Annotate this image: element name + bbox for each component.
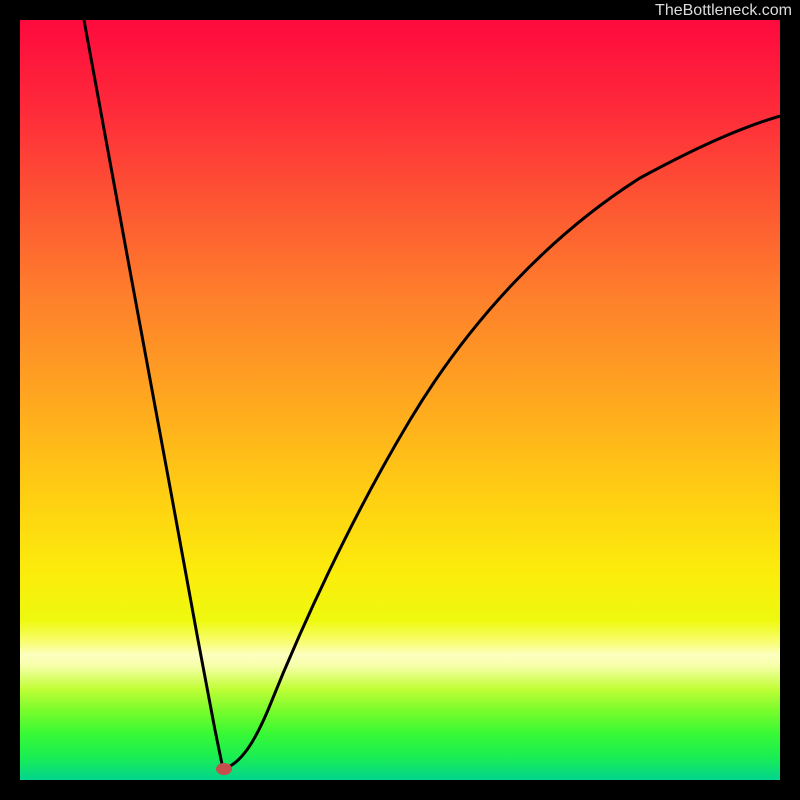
gradient-background: [20, 20, 780, 780]
watermark-text: TheBottleneck.com: [655, 2, 792, 20]
chart-frame: [20, 20, 780, 780]
chart-plot-area: [20, 20, 780, 780]
chart-svg: [20, 20, 780, 780]
valley-marker: [216, 763, 232, 775]
